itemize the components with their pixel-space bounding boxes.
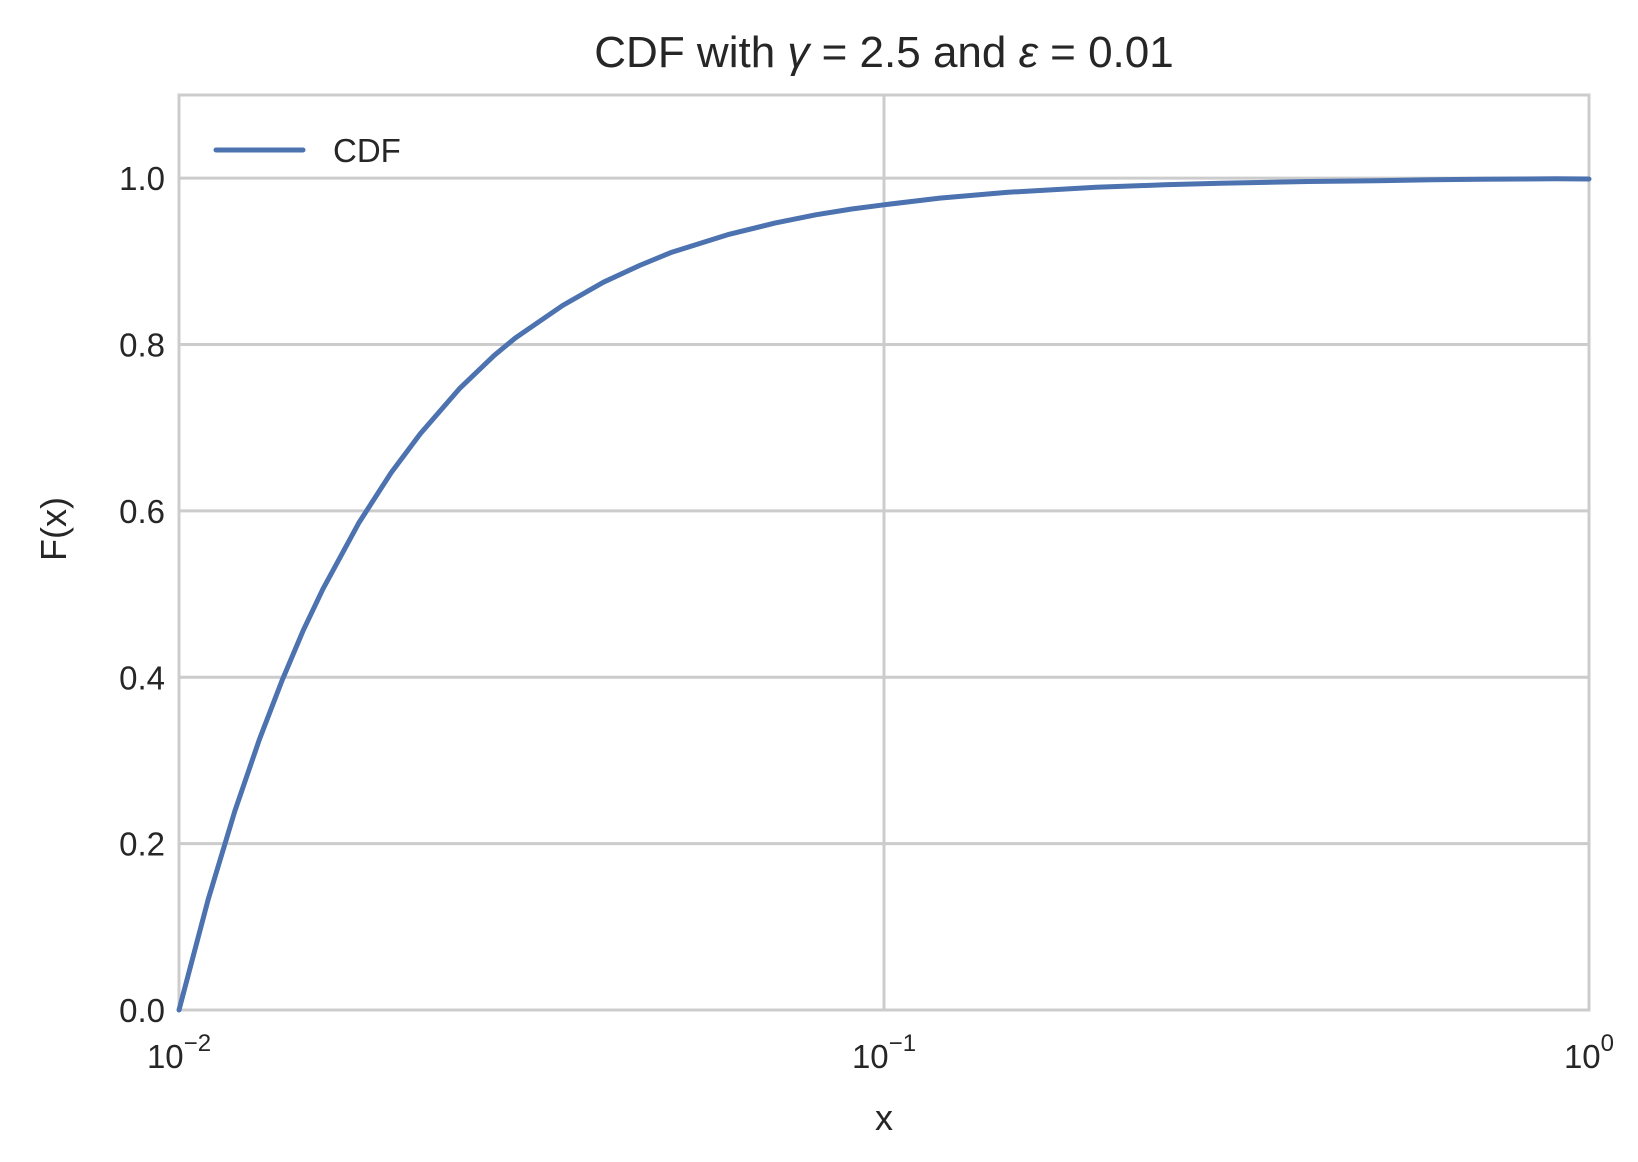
grid-lines — [177, 95, 1591, 1012]
y-tick-label: 1.0 — [119, 160, 165, 197]
chart-title-part-1: CDF with — [594, 28, 787, 77]
y-axis-label: F(x) — [33, 497, 74, 561]
x-axis-label: x — [875, 1097, 893, 1138]
x-tick-exponent: 0 — [1601, 1030, 1614, 1057]
x-tick-label: 10−1 — [852, 1030, 916, 1075]
series-line-cdf — [176, 176, 1592, 1013]
chart-title-gamma: γ — [787, 28, 812, 77]
x-tick-label: 10−2 — [147, 1030, 211, 1075]
x-tick-base: 10 — [852, 1038, 889, 1075]
x-tick-label: 100 — [1564, 1030, 1614, 1075]
plot-frame — [177, 93, 1591, 1012]
x-tick-exponent: −1 — [889, 1030, 916, 1057]
x-tick-exponent: −2 — [184, 1030, 211, 1057]
chart-title-part-2: = 2.5 and — [809, 28, 1018, 77]
chart-title: CDF with γ = 2.5 and ε = 0.01 — [594, 28, 1173, 77]
series-lines — [176, 176, 1592, 1013]
y-tick-label: 0.2 — [119, 826, 165, 863]
y-tick-label: 0.8 — [119, 327, 165, 364]
legend: CDF — [213, 132, 401, 169]
y-tick-label: 0.6 — [119, 493, 165, 530]
legend-label: CDF — [333, 132, 401, 169]
x-tick-labels: 10−2 10−1 100 — [147, 1030, 1614, 1075]
chart-title-part-3: = 0.01 — [1038, 28, 1174, 77]
y-tick-labels: 0.0 0.2 0.4 0.6 0.8 1.0 — [119, 160, 165, 1029]
x-tick-base: 10 — [147, 1038, 184, 1075]
x-tick-base: 10 — [1564, 1038, 1601, 1075]
y-tick-label: 0.4 — [119, 659, 165, 696]
y-tick-label: 0.0 — [119, 992, 165, 1029]
chart-title-epsilon: ε — [1019, 28, 1039, 77]
